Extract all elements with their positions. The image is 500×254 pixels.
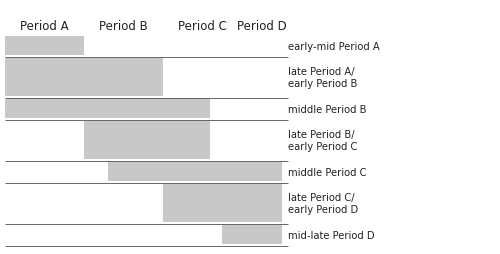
Text: middle Period C: middle Period C bbox=[288, 167, 366, 177]
Bar bbox=[5, 59, 163, 97]
Text: late Period A/
early Period B: late Period A/ early Period B bbox=[288, 67, 358, 89]
Text: Period B: Period B bbox=[99, 20, 148, 33]
Bar bbox=[108, 163, 282, 182]
Text: early-mid Period A: early-mid Period A bbox=[288, 41, 380, 51]
Text: mid-late Period D: mid-late Period D bbox=[288, 230, 374, 240]
Bar bbox=[5, 100, 210, 119]
Bar bbox=[163, 184, 282, 223]
Bar bbox=[84, 122, 210, 160]
Text: late Period B/
early Period C: late Period B/ early Period C bbox=[288, 130, 358, 152]
Bar bbox=[222, 225, 282, 244]
Text: Period A: Period A bbox=[20, 20, 69, 33]
Text: middle Period B: middle Period B bbox=[288, 104, 366, 114]
Text: late Period C/
early Period D: late Period C/ early Period D bbox=[288, 193, 358, 214]
Text: Period C: Period C bbox=[178, 20, 227, 33]
Text: Period D: Period D bbox=[237, 20, 286, 33]
Bar bbox=[5, 37, 84, 56]
